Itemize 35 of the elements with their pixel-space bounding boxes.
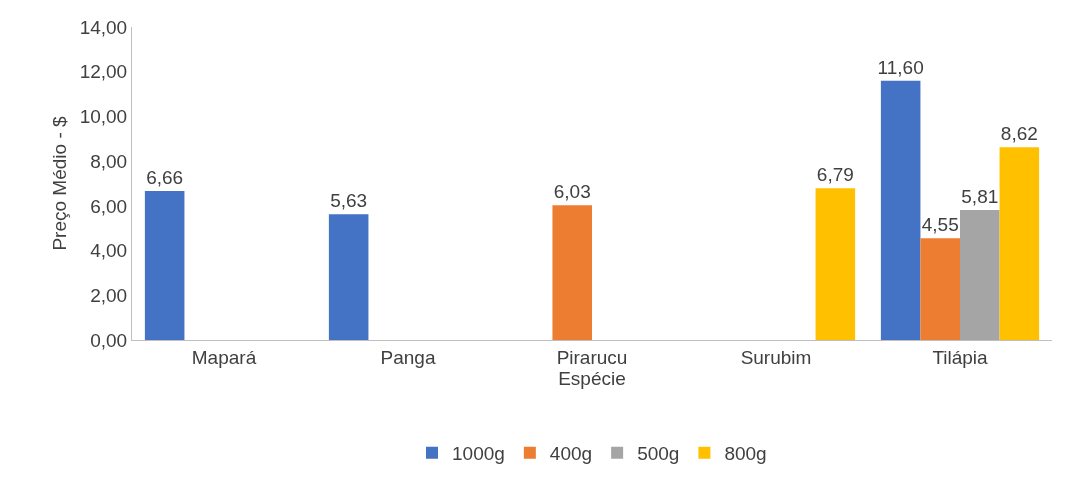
- legend-label: 1000g: [452, 443, 505, 465]
- x-tick-label: Pirarucu: [556, 346, 628, 368]
- legend-label: 500g: [637, 443, 680, 465]
- bar: [144, 191, 185, 340]
- data-label: 5,81: [961, 186, 999, 208]
- x-axis-title: Espécie: [558, 367, 626, 389]
- bar: [552, 205, 592, 340]
- bar: [920, 238, 960, 340]
- data-label: 6,79: [816, 164, 854, 186]
- bar: [960, 210, 1000, 340]
- y-tick-label: 6,00: [90, 195, 128, 217]
- y-axis-title: Preço Médio - $: [48, 116, 70, 251]
- data-label: 6,03: [553, 181, 591, 203]
- y-tick-label: 12,00: [79, 61, 128, 83]
- y-tick-label: 8,00: [90, 150, 128, 172]
- y-tick-label: 10,00: [79, 106, 128, 128]
- x-tick-label: Tilápia: [932, 346, 989, 368]
- y-tick-label: 4,00: [90, 240, 128, 262]
- bar: [999, 147, 1040, 340]
- bar: [328, 214, 369, 340]
- y-tick-label: 2,00: [90, 284, 128, 306]
- data-label: 6,66: [146, 167, 184, 189]
- x-tick-label: Panga: [380, 346, 436, 368]
- y-tick-label: 14,00: [79, 16, 128, 38]
- y-tick-label: 0,00: [90, 329, 128, 351]
- data-label: 4,55: [921, 214, 959, 236]
- data-label: 11,60: [877, 56, 924, 78]
- x-tick-label: Surubim: [740, 346, 812, 368]
- x-tick-label: Mapará: [191, 346, 257, 368]
- legend-label: 400g: [549, 443, 593, 465]
- bar: [815, 188, 856, 340]
- data-label: 8,62: [1000, 123, 1038, 145]
- bar: [880, 80, 921, 340]
- data-label: 5,63: [330, 190, 368, 212]
- legend-label: 800g: [724, 443, 767, 465]
